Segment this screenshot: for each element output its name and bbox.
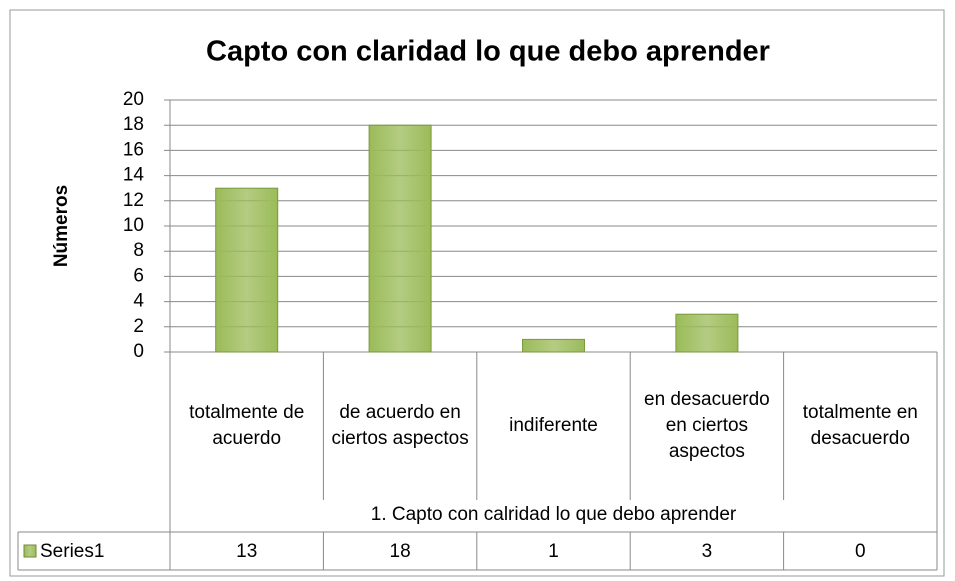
x-tick-label: en desacuerdo en ciertos aspectos bbox=[644, 389, 770, 462]
table-value: 1 bbox=[548, 541, 559, 562]
x-tick-label: totalmente en desacuerdo bbox=[802, 402, 918, 449]
table-value: 3 bbox=[702, 541, 713, 562]
y-tick-label: 4 bbox=[133, 291, 144, 312]
bar bbox=[675, 313, 739, 353]
y-tick-label: 16 bbox=[123, 139, 144, 160]
y-tick-label: 0 bbox=[133, 341, 144, 362]
x-tick-label: indiferente bbox=[509, 415, 598, 436]
legend-key bbox=[23, 544, 37, 558]
y-tick-label: 10 bbox=[123, 215, 144, 236]
x-group-label: 1. Capto con calridad lo que debo aprend… bbox=[371, 504, 737, 525]
y-tick-label: 12 bbox=[123, 190, 144, 211]
y-tick-label: 20 bbox=[123, 89, 144, 110]
y-tick-label: 18 bbox=[123, 114, 144, 135]
x-tick-label: totalmente de acuerdo bbox=[189, 402, 305, 449]
table-value: 18 bbox=[390, 541, 411, 562]
y-tick-label: 8 bbox=[133, 240, 144, 261]
table-value: 0 bbox=[855, 541, 866, 562]
x-tick-label: de acuerdo en ciertos aspectos bbox=[331, 402, 469, 449]
legend-label: Series1 bbox=[40, 541, 104, 562]
y-tick-label: 2 bbox=[133, 316, 144, 337]
bar bbox=[522, 338, 585, 353]
bar bbox=[368, 124, 432, 353]
bar bbox=[215, 187, 279, 353]
y-axis-title: Números bbox=[51, 185, 72, 267]
y-tick-label: 6 bbox=[133, 265, 144, 286]
table-value: 13 bbox=[236, 541, 257, 562]
y-tick-label: 14 bbox=[123, 165, 145, 186]
chart-title: Capto con claridad lo que debo aprender bbox=[206, 36, 770, 68]
